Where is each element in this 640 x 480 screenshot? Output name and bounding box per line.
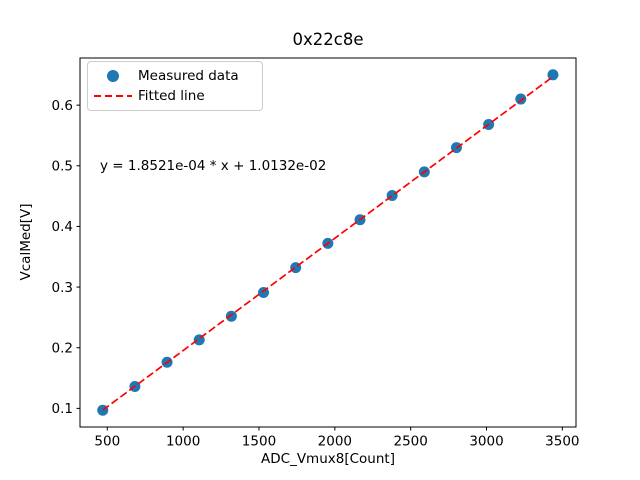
legend-entry-fitted-line: Fitted line	[88, 86, 262, 106]
scatter-marker-icon	[88, 70, 138, 82]
fit-equation-annotation: y = 1.8521e-04 * x + 1.0132e-02	[100, 158, 327, 174]
legend: Measured data Fitted line	[87, 61, 263, 111]
legend-entry-measured-data: Measured data	[88, 66, 262, 86]
x-tick-label: 2500	[393, 434, 427, 450]
x-tick-label: 1500	[242, 434, 276, 450]
x-tick-label: 1000	[166, 434, 200, 450]
legend-label-measured-data: Measured data	[138, 68, 239, 84]
chart-title: 0x22c8e	[292, 30, 364, 49]
y-tick-label: 0.1	[52, 401, 73, 417]
plot-frame	[79, 57, 577, 428]
x-tick-label: 3000	[469, 434, 503, 450]
y-tick-label: 0.4	[52, 219, 73, 235]
data-point	[515, 93, 527, 105]
x-tick-label: 3500	[545, 434, 579, 450]
y-tick-label: 0.6	[52, 98, 73, 114]
x-tick-label: 500	[94, 434, 120, 450]
legend-label-fitted-line: Fitted line	[138, 88, 205, 104]
x-axis-label: ADC_Vmux8[Count]	[261, 451, 395, 467]
x-tick-label: 2000	[318, 434, 352, 450]
data-point	[225, 310, 237, 322]
y-tick-label: 0.3	[52, 280, 73, 296]
data-point	[547, 69, 559, 81]
y-tick-label: 0.5	[52, 159, 73, 175]
y-tick-label: 0.2	[52, 341, 73, 357]
fitted-line	[102, 76, 554, 411]
y-axis-label: VcalMed[V]	[18, 203, 34, 281]
dashed-line-icon	[88, 95, 138, 97]
